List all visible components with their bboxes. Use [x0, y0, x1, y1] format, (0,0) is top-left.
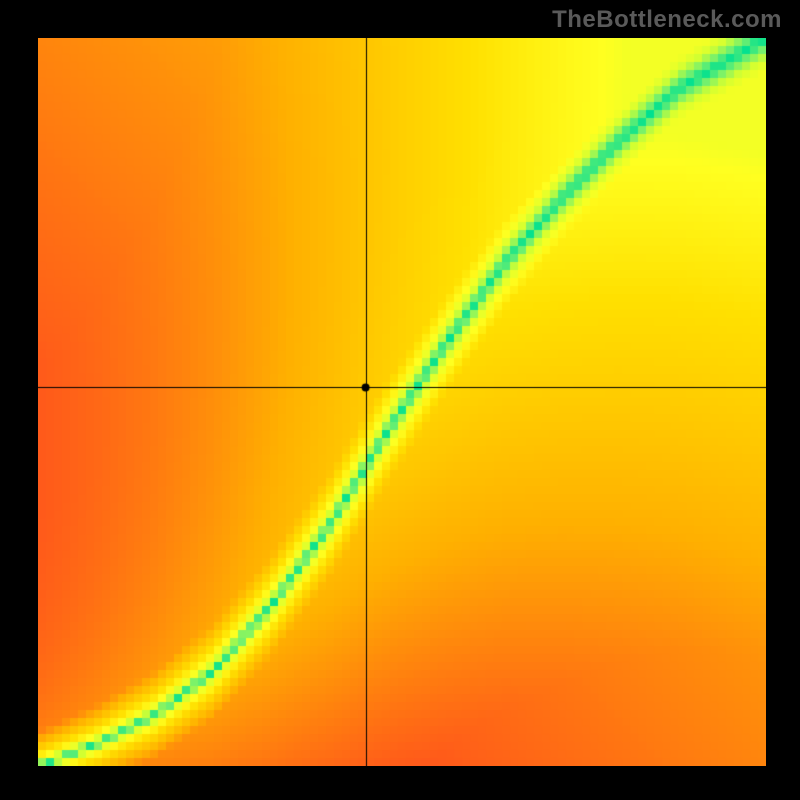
watermark-text: TheBottleneck.com [552, 6, 782, 34]
bottleneck-heatmap [38, 38, 766, 766]
